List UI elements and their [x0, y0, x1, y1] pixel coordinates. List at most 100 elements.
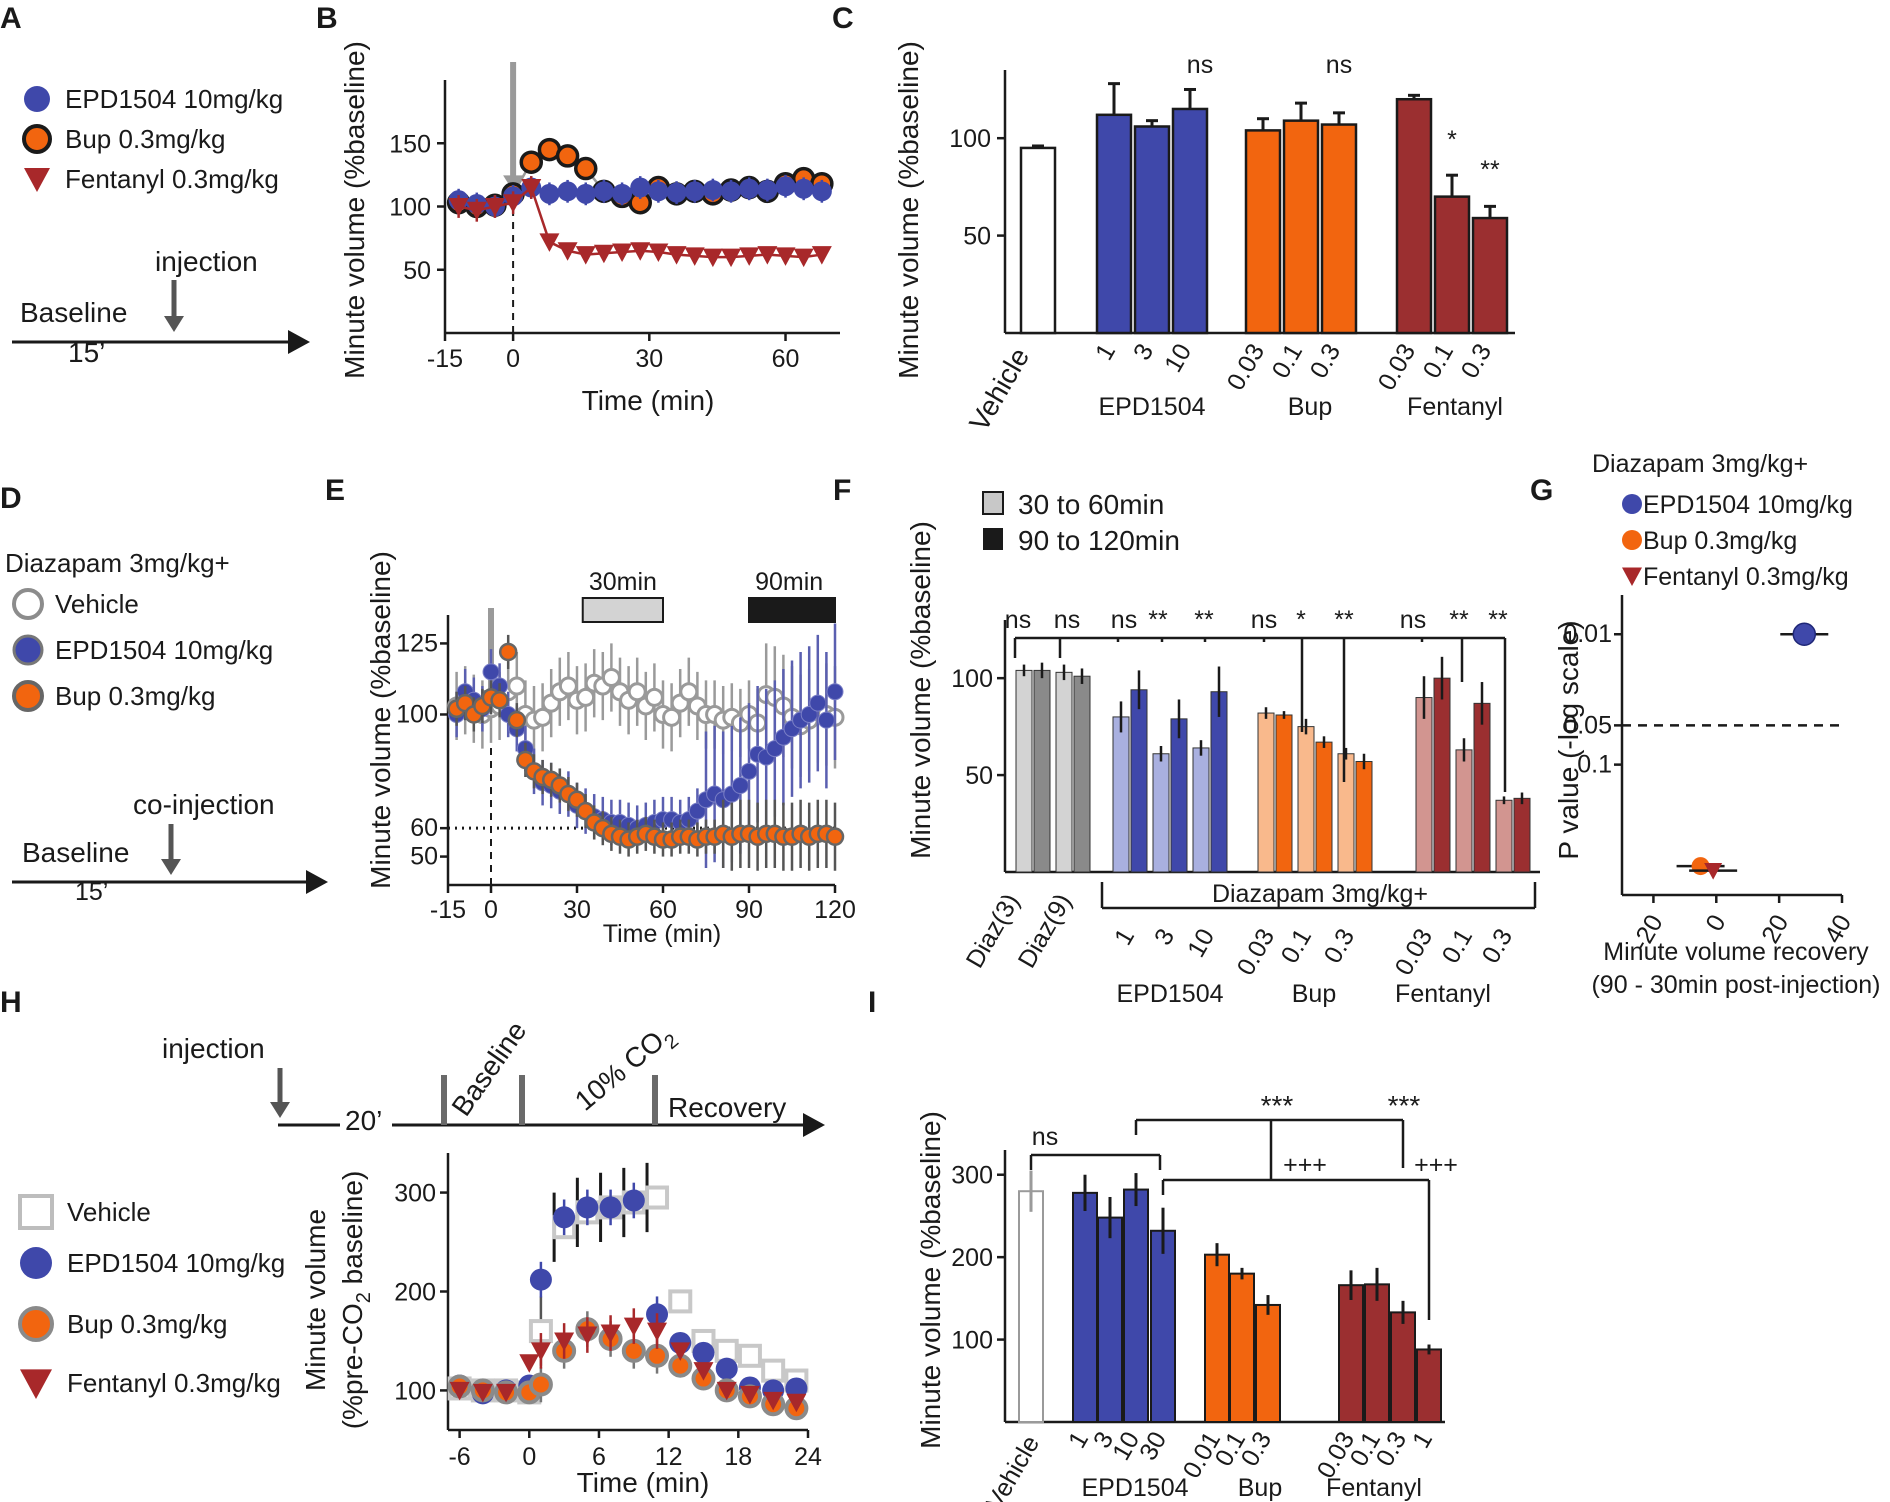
bracket-label-f: Diazapam 3mg/kg+ [1212, 880, 1428, 908]
legend-label-f-1: 90 to 120min [1018, 525, 1180, 556]
x-tick-label-e: 0 [484, 896, 498, 924]
legend-label-f-0: 30 to 60min [1018, 489, 1164, 520]
data-point-b-2 [684, 247, 705, 266]
bar-i-6 [1229, 1272, 1255, 1423]
legend-swatch-f-1 [983, 528, 1003, 550]
y-tick-label-c: 50 [963, 223, 991, 251]
y-axis-label-g: P value (-log scale) [1553, 620, 1584, 859]
y-tick-label-g: 0.01 [1563, 620, 1612, 648]
x-tick-label-e: 120 [814, 896, 856, 924]
x-tick-label-e: 60 [649, 896, 677, 924]
data-point-g-2 [1704, 862, 1723, 880]
data-point-b-0 [721, 181, 742, 202]
panel-letter-g: G [1530, 474, 1553, 507]
bar-i-5 [1204, 1253, 1230, 1424]
dose-label-c-6: 0.03 [1373, 339, 1422, 395]
panel-letter-h: H [0, 986, 22, 1019]
y-tick-label-b: 150 [389, 130, 431, 158]
y-tick-label-h: 200 [394, 1279, 436, 1307]
group-label-i-0: EPD1504 [1081, 1474, 1188, 1502]
bar-f-9-0 [1455, 749, 1473, 873]
phase-label-co2: 10% CO2 [569, 1018, 683, 1122]
panel-letter-b: B [316, 2, 338, 35]
bar-f-10-0 [1495, 799, 1513, 873]
bar-c-0 [1019, 146, 1057, 335]
bar-i-8 [1338, 1284, 1364, 1424]
data-point-h-3 [716, 1381, 737, 1401]
legend-marker-d-0 [12, 588, 44, 620]
data-point-h-3 [554, 1332, 575, 1351]
legend-marker-h-1 [20, 1247, 52, 1279]
x-tick-label-h: 18 [724, 1443, 752, 1471]
x-tick-label-e: -15 [430, 896, 466, 924]
y-axis-label-b: Minute volume (%baseline) [339, 41, 370, 379]
data-point-h-3 [600, 1324, 621, 1344]
legend-label-a-2: Fentanyl 0.3mg/kg [65, 164, 279, 194]
legend-swatch-f-0 [982, 491, 1004, 515]
data-point-e-0 [507, 676, 527, 696]
legend-title-g: Diazapam 3mg/kg+ [1592, 450, 1808, 478]
y-tick-label-e: 125 [396, 629, 438, 657]
legend-marker-g-2 [1622, 567, 1642, 586]
y-axis-label-c: Minute volume (%baseline) [893, 41, 924, 379]
data-point-e-2 [507, 710, 527, 730]
legend-label-g-1: Bup 0.3mg/kg [1643, 527, 1797, 555]
legend-label-h-0: Vehicle [67, 1197, 151, 1227]
data-point-h-3 [577, 1326, 598, 1346]
data-point-b-1 [519, 150, 544, 174]
data-point-b-1 [573, 156, 598, 181]
data-point-h-0 [761, 1358, 786, 1383]
data-point-h-3 [763, 1391, 784, 1411]
panel-letter-f: F [833, 474, 851, 507]
legend-label-g-0: EPD1504 10mg/kg [1643, 491, 1853, 519]
data-point-b-2 [811, 246, 832, 265]
legend-marker-a-1 [22, 124, 52, 154]
legend-marker-h-2 [18, 1306, 54, 1342]
data-point-b-2 [503, 194, 524, 213]
bar-c-6 [1320, 123, 1358, 335]
y-axis-label-e: Minute volume (%baseline) [365, 551, 396, 889]
bar-f-3-0 [1152, 753, 1170, 873]
dose-label-c-7: 0.1 [1418, 339, 1460, 383]
data-point-h-3 [786, 1393, 807, 1413]
vehicle-label-c: Vehicle [963, 343, 1035, 437]
data-point-e-1 [817, 711, 835, 729]
data-point-h-3 [519, 1354, 540, 1373]
legend-title-d: Diazapam 3mg/kg+ [5, 548, 230, 578]
legend-label-g-2: Fentanyl 0.3mg/kg [1643, 563, 1849, 591]
bar-i-0 [1018, 1190, 1044, 1424]
data-point-b-2 [630, 242, 651, 261]
significance-f-10: ** [1488, 606, 1508, 634]
vehicle-label-i: Vehicle [981, 1431, 1046, 1502]
data-point-b-2 [539, 233, 560, 252]
dose-label-f-5: 0.3 [1319, 924, 1361, 968]
phase-label-recovery: Recovery [668, 1092, 786, 1123]
x-tick-label-h: -6 [448, 1443, 470, 1471]
data-point-b-0 [539, 183, 560, 204]
x-tick-label-e: 30 [563, 896, 591, 924]
y-tick-label-b: 100 [389, 194, 431, 222]
bar-f-9-1 [1473, 702, 1491, 873]
data-point-b-0 [648, 181, 669, 202]
dose-label-c-4: 0.1 [1267, 339, 1309, 383]
bar-f-5-0 [1257, 712, 1275, 873]
bar-c-9 [1471, 216, 1509, 335]
arrow-head [164, 316, 184, 332]
dose-label-c-2: 10 [1159, 339, 1197, 377]
data-point-e-1 [740, 762, 758, 780]
x-axis-label-h: Time (min) [577, 1467, 710, 1498]
data-point-e-1 [826, 683, 844, 701]
y-axis-label-h-1: Minute volume [300, 1209, 331, 1391]
y-tick-label-e: 60 [410, 814, 438, 842]
legend-marker-g-1 [1622, 530, 1642, 550]
bar-c-4 [1244, 129, 1282, 335]
data-point-h-3 [693, 1362, 714, 1381]
dose-label-c-0: 1 [1090, 339, 1121, 365]
x-axis-label-g-1: Minute volume recovery [1603, 938, 1869, 966]
data-point-h-0 [737, 1343, 762, 1368]
panel-letter-i: I [868, 986, 876, 1019]
x-tick-label-h: 6 [592, 1443, 606, 1471]
baseline-label-d: Baseline [22, 837, 129, 868]
bar-i-9 [1364, 1283, 1390, 1424]
